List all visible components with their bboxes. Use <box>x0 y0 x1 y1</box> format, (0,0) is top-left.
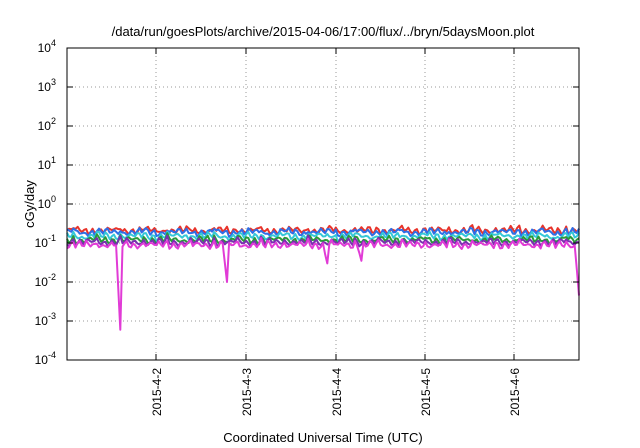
svg-text:101: 101 <box>38 155 56 172</box>
y-tick-label-base: 10 <box>35 353 49 367</box>
y-tick-label-exp: 3 <box>51 77 56 87</box>
series-layer <box>66 224 580 331</box>
svg-text:10-4: 10-4 <box>35 350 56 367</box>
svg-text:100: 100 <box>38 194 56 211</box>
y-tick-1e-2: 10-2 <box>35 272 579 289</box>
y-tick-1e2: 102 <box>38 116 579 133</box>
x-tick-2015-4-6: 2015-4-6 <box>508 48 522 416</box>
y-tick-label-base: 10 <box>35 236 49 250</box>
svg-text:10-2: 10-2 <box>35 272 56 289</box>
x-tick-label: 2015-4-4 <box>330 368 344 416</box>
chart-title: /data/run/goesPlots/archive/2015-04-06/1… <box>112 24 535 39</box>
y-tick-1e3: 103 <box>38 77 579 94</box>
x-tick-label: 2015-4-3 <box>240 368 254 416</box>
y-tick-label-exp: 2 <box>51 116 56 126</box>
x-tick-2015-4-5: 2015-4-5 <box>419 48 433 416</box>
y-tick-label-base: 10 <box>38 158 52 172</box>
series-line-3 <box>66 230 580 243</box>
y-tick-label-base: 10 <box>35 275 49 289</box>
y-tick-1e4: 104 <box>38 38 579 55</box>
y-tick-1e-1: 10-1 <box>35 233 579 250</box>
y-tick-label-exp: 0 <box>51 194 56 204</box>
x-tick-2015-4-3: 2015-4-3 <box>240 48 254 416</box>
y-tick-label-exp: -3 <box>48 311 56 321</box>
y-tick-1e-3: 10-3 <box>35 311 579 328</box>
grid <box>67 48 579 360</box>
series-line-2 <box>66 226 580 238</box>
y-tick-label-exp: -2 <box>48 272 56 282</box>
x-axis-label: Coordinated Universal Time (UTC) <box>223 430 422 445</box>
svg-text:103: 103 <box>38 77 56 94</box>
y-tick-label-base: 10 <box>38 80 52 94</box>
x-tick-2015-4-4: 2015-4-4 <box>330 48 344 416</box>
y-tick-label-exp: -4 <box>48 350 56 360</box>
x-tick-2015-4-2: 2015-4-2 <box>150 48 164 416</box>
x-tick-label: 2015-4-6 <box>508 368 522 416</box>
y-tick-1e0: 100 <box>38 194 579 211</box>
y-tick-label-exp: -1 <box>48 233 56 243</box>
y-axis: 10-4 10-3 10-2 10-1 100 101 <box>35 38 579 367</box>
y-tick-label-base: 10 <box>38 119 52 133</box>
y-tick-label-exp: 1 <box>51 155 56 165</box>
y-tick-1e1: 101 <box>38 155 579 172</box>
x-tick-label: 2015-4-2 <box>150 368 164 416</box>
y-tick-label-base: 10 <box>38 41 52 55</box>
svg-text:10-3: 10-3 <box>35 311 56 328</box>
y-tick-label-base: 10 <box>35 314 49 328</box>
series-line-6 <box>66 237 580 331</box>
x-axis: 2015-4-2 2015-4-3 2015-4-4 2015-4-5 2015… <box>150 48 522 416</box>
y-tick-label-exp: 4 <box>51 38 56 48</box>
y-axis-label: cGy/day <box>22 180 37 228</box>
svg-text:10-1: 10-1 <box>35 233 56 250</box>
y-tick-label-base: 10 <box>38 197 52 211</box>
series-line-4 <box>66 232 580 247</box>
svg-text:104: 104 <box>38 38 56 55</box>
x-tick-label: 2015-4-5 <box>419 368 433 416</box>
svg-text:102: 102 <box>38 116 56 133</box>
y-tick-1e-4: 10-4 <box>35 350 579 367</box>
